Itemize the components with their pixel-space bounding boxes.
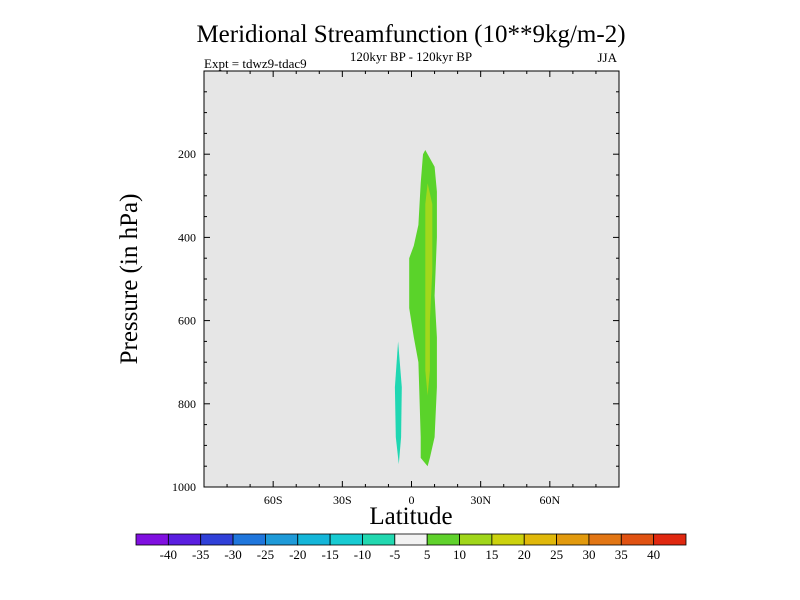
colorbar-swatch xyxy=(200,533,234,546)
y-axis-label: Pressure (in hPa) xyxy=(116,194,143,365)
colorbar-swatch xyxy=(265,533,299,546)
colorbar-label: -15 xyxy=(321,547,338,562)
season-label: JJA xyxy=(597,50,617,65)
colorbar-swatch xyxy=(588,533,622,546)
colorbar-swatch xyxy=(523,533,557,546)
colorbar-swatch xyxy=(426,533,460,546)
colorbar-swatch xyxy=(394,533,428,546)
colorbar-label: -40 xyxy=(160,547,177,562)
axis-marks: 60S 30S 0 30N 60N 200 400 600 800 1000 xyxy=(172,70,620,507)
colorbar-label: 20 xyxy=(518,547,531,562)
y-tick-label: 800 xyxy=(178,397,196,411)
colorbar-swatch xyxy=(620,533,655,546)
contour-region-1 xyxy=(425,183,433,396)
colorbar-swatch xyxy=(167,533,202,546)
colorbar-label: -30 xyxy=(224,547,241,562)
x-tick-label: 30S xyxy=(333,493,352,507)
x-tick-label: 0 xyxy=(409,493,415,507)
y-tick-label: 600 xyxy=(178,314,196,328)
colorbar-swatch xyxy=(362,533,396,546)
colorbar: -40 -35 -30 -25 -20 -15 -10 -5 5 10 15 20 25 30 35 40 xyxy=(135,533,687,562)
x-axis-label: Latitude xyxy=(369,503,452,530)
colorbar-swatch xyxy=(329,533,363,546)
colorbar-swatch xyxy=(232,533,266,546)
colorbar-swatch xyxy=(491,533,525,546)
colorbar-swatch xyxy=(653,533,687,546)
y-tick-label: 400 xyxy=(178,230,196,244)
colorbar-swatch xyxy=(297,533,331,546)
colorbar-label: 15 xyxy=(485,547,498,562)
contour-region-2 xyxy=(394,341,402,465)
colorbar-label: -25 xyxy=(257,547,274,562)
experiment-label: Expt = tdwz9-tdac9 xyxy=(204,56,307,71)
y-tick-label: 200 xyxy=(178,147,196,161)
colorbar-swatch xyxy=(556,533,590,546)
colorbar-label: -10 xyxy=(354,547,371,562)
colorbar-label: 5 xyxy=(424,547,431,562)
chart-subtitle: 120kyr BP - 120kyr BP xyxy=(350,49,472,64)
colorbar-label: 25 xyxy=(550,547,563,562)
colorbar-swatch xyxy=(459,533,493,546)
x-tick-label: 30N xyxy=(470,493,491,507)
colorbar-label: -35 xyxy=(192,547,209,562)
colorbar-label: 35 xyxy=(615,547,628,562)
y-tick-label: 1000 xyxy=(172,480,196,494)
x-tick-label: 60S xyxy=(264,493,283,507)
colorbar-label: -20 xyxy=(289,547,306,562)
colorbar-label: 30 xyxy=(582,547,595,562)
colorbar-label: 40 xyxy=(647,547,660,562)
colorbar-label: -5 xyxy=(389,547,400,562)
colorbar-swatch xyxy=(135,533,169,546)
colorbar-label: 10 xyxy=(453,547,466,562)
x-tick-label: 60N xyxy=(539,493,560,507)
chart-title: Meridional Streamfunction (10**9kg/m-2) xyxy=(196,21,625,48)
contour-layer xyxy=(394,150,437,467)
